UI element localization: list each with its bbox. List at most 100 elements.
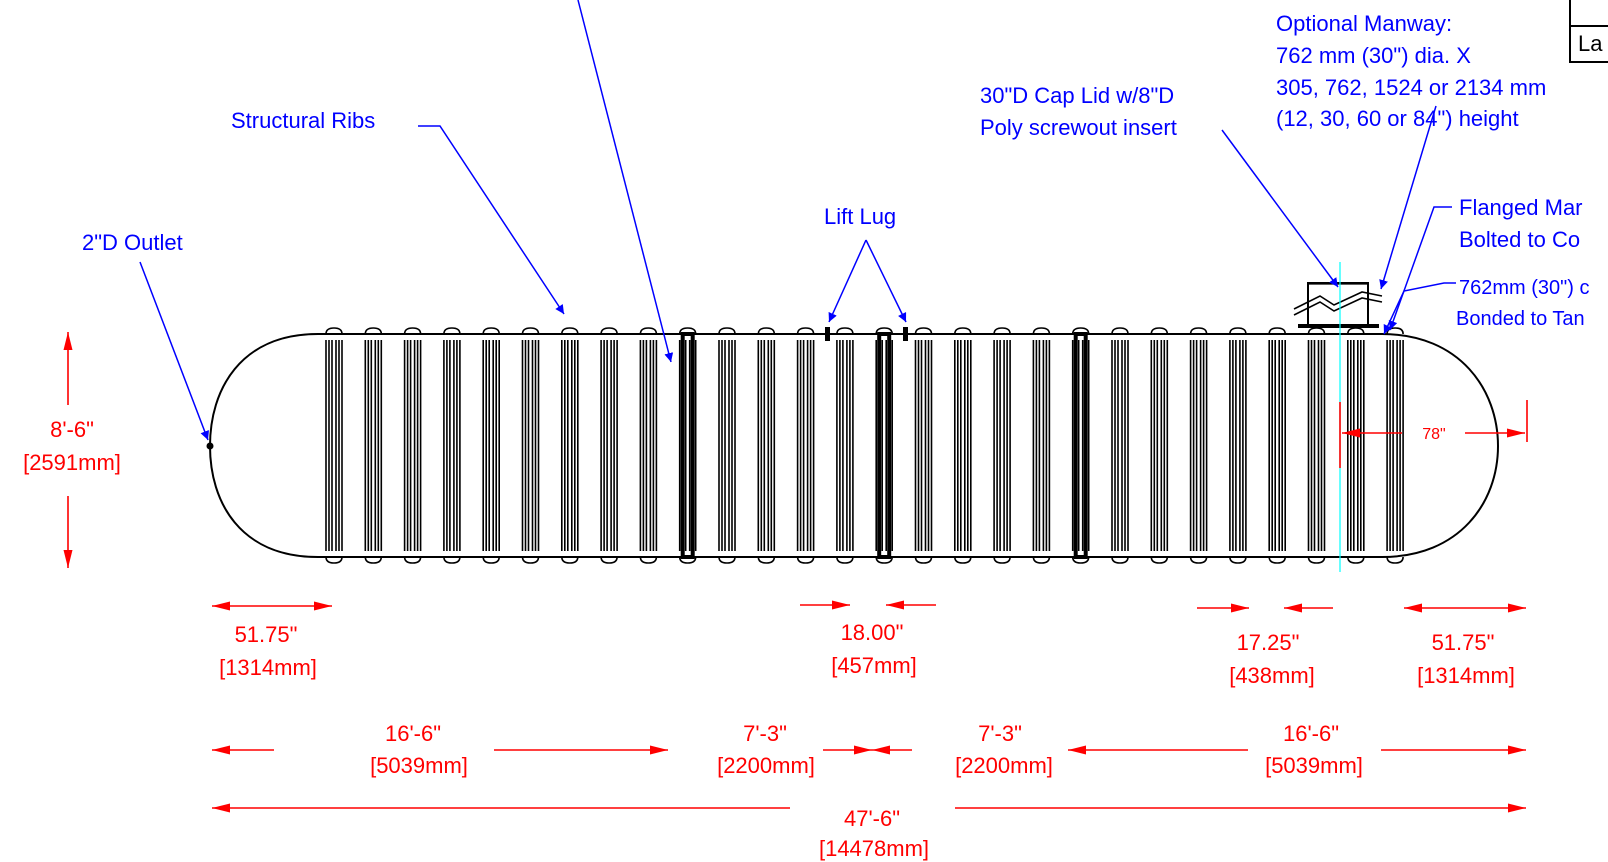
title-block-row2: La	[1578, 31, 1603, 56]
structural-rib	[325, 327, 343, 564]
flanged-label-line1: Flanged Mar	[1459, 195, 1583, 220]
rib-cap	[600, 556, 618, 564]
end-right-mm-label: [1314mm]	[1417, 663, 1515, 688]
rib-cap	[757, 327, 776, 335]
rib-cap	[1111, 556, 1129, 564]
structural-rib	[875, 327, 894, 564]
structural-rib	[1347, 327, 1365, 564]
rib-cap	[796, 556, 815, 564]
callouts	[139, 0, 1456, 441]
rib-cap	[521, 327, 540, 335]
rib-cap	[1268, 327, 1286, 335]
manway-break-line	[1293, 291, 1383, 310]
end-left-mm-label: [1314mm]	[219, 655, 317, 680]
reinforced-rib-band	[877, 332, 892, 559]
structural-rib	[639, 327, 658, 564]
seg2-ft-label: 7'-3"	[743, 721, 787, 746]
rib-cap	[1189, 327, 1208, 335]
lift-lug-label: Lift Lug	[824, 204, 896, 229]
tank-left-end	[208, 333, 319, 558]
tank-right-end	[1381, 333, 1500, 558]
rib-mm-label: [438mm]	[1229, 663, 1315, 688]
outlet-point	[206, 442, 214, 450]
leader-flanged	[1388, 206, 1452, 331]
height-mm-label: [2591mm]	[23, 450, 121, 475]
rib-cap	[1071, 556, 1090, 564]
leader-manway	[1379, 105, 1437, 290]
end-left-in-label: 51.75"	[235, 622, 298, 647]
structural-rib	[1268, 327, 1286, 564]
structural-rib	[678, 327, 697, 564]
structural-rib	[1150, 327, 1169, 564]
lug-mm-label: [457mm]	[831, 653, 917, 678]
rib-cap	[639, 556, 658, 564]
leader-top-offscreen	[577, 0, 674, 363]
leader-bonded	[1383, 282, 1456, 335]
cap-lid-label-line1: 30"D Cap Lid w/8"D	[980, 83, 1174, 108]
seg1-mm-label: [5039mm]	[370, 753, 468, 778]
rib-cap	[521, 556, 540, 564]
total-ft-label: 47'-6"	[844, 806, 900, 831]
outlet-label: 2"D Outlet	[82, 230, 183, 255]
manway-cap	[1307, 282, 1369, 327]
rib-cap	[993, 556, 1011, 564]
rib-cap	[1347, 556, 1365, 564]
rib-cap	[403, 556, 422, 564]
total-mm-label: [14478mm]	[819, 836, 929, 861]
rib-cap	[482, 327, 500, 335]
manway-label-line1: Optional Manway:	[1276, 11, 1452, 36]
seg2-mm-label: [2200mm]	[717, 753, 815, 778]
lift-lugs	[825, 327, 908, 341]
rib-cap	[954, 327, 972, 335]
seg4-ft-label: 16'-6"	[1283, 721, 1339, 746]
rib-cap	[993, 327, 1011, 335]
rib-cap	[325, 556, 343, 564]
manway-offset-label: 78"	[1422, 426, 1445, 443]
rib-cap	[1307, 556, 1326, 564]
structural-rib	[757, 327, 776, 564]
manway-label-line4: (12, 30, 60 or 84") height	[1276, 106, 1519, 131]
rib-cap	[796, 327, 815, 335]
structural-rib	[1307, 327, 1326, 564]
rib-cap	[443, 556, 461, 564]
manway-label-line2: 762 mm (30") dia. X	[1276, 43, 1471, 68]
dimension-lines	[63, 332, 1528, 813]
structural-rib	[560, 327, 579, 564]
rib-cap	[678, 327, 697, 335]
rib-cap	[482, 556, 500, 564]
rib-cap	[325, 327, 343, 335]
rib-cap	[364, 327, 383, 335]
structural-rib	[1386, 327, 1404, 564]
structural-rib	[953, 327, 972, 564]
height-ft-label: 8'-6"	[50, 417, 94, 442]
rib-cap	[1032, 556, 1051, 564]
rib-cap	[561, 327, 579, 335]
rib-cap	[875, 556, 893, 564]
structural-rib	[600, 327, 618, 564]
structural-rib	[1071, 327, 1090, 564]
leader-lug-right	[865, 239, 907, 323]
flanged-label-line2: Bolted to Co	[1459, 227, 1580, 252]
rib-cap	[836, 327, 854, 335]
structural-rib	[521, 327, 540, 564]
structural-rib	[1111, 327, 1129, 564]
rib-cap	[1071, 327, 1090, 335]
structural-rib	[796, 327, 815, 564]
bonded-label-line2: Bonded to Tan	[1456, 308, 1585, 330]
rib-cap	[1268, 556, 1286, 564]
rib-cap	[718, 556, 736, 564]
manway-label-line3: 305, 762, 1524 or 2134 mm	[1276, 75, 1546, 100]
rib-in-label: 17.25"	[1237, 630, 1300, 655]
rib-cap	[1150, 556, 1169, 564]
lift-lug-left	[825, 327, 830, 341]
structural-rib	[1229, 327, 1247, 564]
reinforced-rib-band	[680, 332, 695, 559]
rib-cap	[1189, 556, 1208, 564]
end-right-in-label: 51.75"	[1432, 630, 1495, 655]
rib-cap	[561, 556, 579, 564]
structural-rib	[718, 327, 736, 564]
structural-ribs	[325, 327, 1404, 564]
rib-cap	[954, 556, 972, 564]
structural-rib	[1189, 327, 1208, 564]
